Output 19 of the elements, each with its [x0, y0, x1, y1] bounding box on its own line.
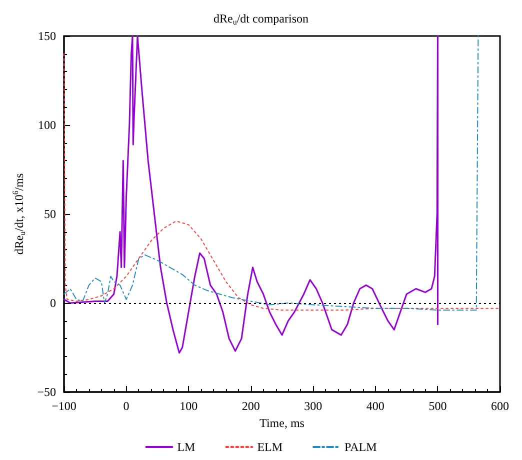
x-tick-label: 100	[180, 399, 198, 413]
x-tick-label: 200	[242, 399, 260, 413]
x-tick-label: 300	[304, 399, 322, 413]
y-tick-label: −50	[37, 385, 56, 399]
x-tick-label: 600	[491, 399, 509, 413]
x-tick-label: 400	[366, 399, 384, 413]
x-axis-title: Time, ms	[260, 416, 305, 430]
x-tick-label: −100	[52, 399, 76, 413]
legend-label: LM	[177, 440, 196, 454]
line-series	[63, 35, 438, 354]
x-tick-label: 0	[123, 399, 130, 413]
y-tick-label: 150	[38, 29, 56, 43]
y-tick-label: 100	[38, 118, 56, 132]
x-tick-label: 500	[428, 399, 447, 413]
y-axis-title: dReu/dt, x106/ms	[10, 173, 27, 255]
legend-label: ELM	[257, 440, 283, 454]
y-tick-label: 0	[50, 296, 56, 310]
y-tick-label: 50	[44, 207, 56, 221]
legend-label: PALM	[344, 440, 378, 454]
